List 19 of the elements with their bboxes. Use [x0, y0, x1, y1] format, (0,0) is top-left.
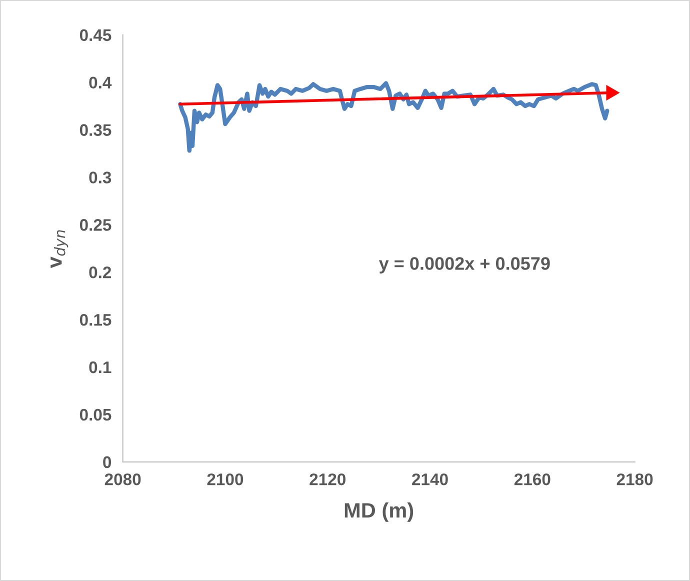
- y-axis-title: v$_{dyn}$: [50, 230, 68, 268]
- y-tick-label: 0.4: [89, 76, 112, 89]
- x-tick-label: 2180: [616, 473, 653, 486]
- y-tick-label: 0.05: [80, 408, 112, 421]
- y-tick-label: 0: [103, 456, 112, 468]
- y-tick-label: 0.15: [80, 314, 112, 326]
- x-tick-label: 2080: [104, 473, 141, 486]
- y-tick-label: 0.3: [89, 172, 112, 184]
- x-tick-label: 2160: [514, 473, 550, 486]
- y-tick-label: 0.45: [80, 29, 112, 42]
- y-tick-label: 0.25: [80, 219, 112, 231]
- y-tick-label: 0.2: [89, 266, 112, 278]
- x-tick-label: 2120: [310, 473, 346, 486]
- x-axis-title: MD (m): [344, 502, 414, 522]
- annotation: y = 0.0002x + 0.0579: [378, 257, 550, 274]
- x-tick-label: 2100: [207, 473, 244, 486]
- y-tick-label: 0.1: [89, 361, 112, 374]
- x-tick-label: 2140: [412, 473, 448, 486]
- y-tick-label: 0.35: [80, 124, 112, 136]
